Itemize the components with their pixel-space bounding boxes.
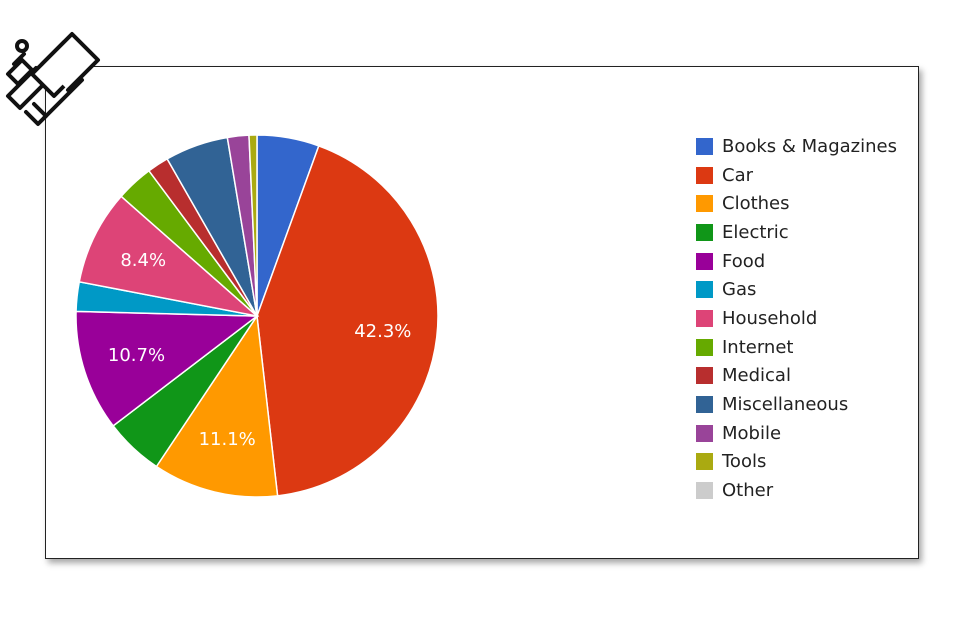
legend: Books & Magazines Car Clothes Electric Food G… [696, 132, 897, 505]
legend-label: Tools [722, 451, 767, 473]
legend-item: Mobile [696, 419, 897, 448]
pie-slice-household [78, 195, 260, 318]
legend-label: Miscellaneous [722, 394, 849, 416]
legend-swatch [696, 252, 713, 270]
legend-label: Mobile [722, 422, 782, 444]
legend-item: Other [696, 476, 897, 505]
legend-item: Medical [696, 362, 897, 391]
legend-item: Books & Magazines [696, 132, 897, 161]
legend-label: Clothes [722, 193, 790, 215]
pie-slice-clothes [155, 313, 279, 498]
legend-swatch [696, 424, 713, 442]
legend-swatch [696, 309, 713, 327]
clip-icon [6, 32, 100, 126]
chart-frame: 42.3% 11.1% 10.7% 8.4% Books & Magazines Car… [45, 66, 919, 559]
legend-label: Gas [722, 279, 757, 301]
legend-item: Car [696, 161, 897, 190]
legend-item: Food [696, 247, 897, 276]
legend-swatch [696, 396, 713, 414]
legend-item: Internet [696, 333, 897, 362]
legend-swatch [696, 137, 713, 155]
pie-chart: 42.3% 11.1% 10.7% 8.4% [75, 134, 439, 498]
legend-swatch [696, 367, 713, 385]
legend-swatch [696, 166, 713, 184]
legend-item: Miscellaneous [696, 390, 897, 419]
pie-slice-car [256, 144, 439, 497]
legend-label: Books & Magazines [722, 135, 897, 157]
legend-swatch [696, 453, 713, 471]
slice-label: 10.7% [108, 345, 165, 366]
slice-label: 42.3% [354, 321, 411, 342]
legend-item: Household [696, 304, 897, 333]
legend-swatch [696, 281, 713, 299]
slice-label: 8.4% [120, 250, 166, 271]
legend-swatch [696, 195, 713, 213]
legend-label: Car [722, 164, 753, 186]
pie-slice-tools [248, 134, 258, 317]
pie-slice-food [75, 310, 260, 427]
slice-label: 11.1% [199, 429, 256, 450]
legend-item: Tools [696, 448, 897, 477]
legend-item: Electric [696, 218, 897, 247]
legend-label: Household [722, 307, 818, 329]
legend-swatch [696, 482, 713, 500]
legend-item: Gas [696, 275, 897, 304]
legend-label: Internet [722, 336, 794, 358]
legend-label: Electric [722, 221, 789, 243]
legend-label: Medical [722, 365, 791, 387]
legend-label: Other [722, 480, 774, 502]
legend-swatch [696, 338, 713, 356]
legend-label: Food [722, 250, 766, 272]
legend-item: Clothes [696, 189, 897, 218]
legend-swatch [696, 223, 713, 241]
